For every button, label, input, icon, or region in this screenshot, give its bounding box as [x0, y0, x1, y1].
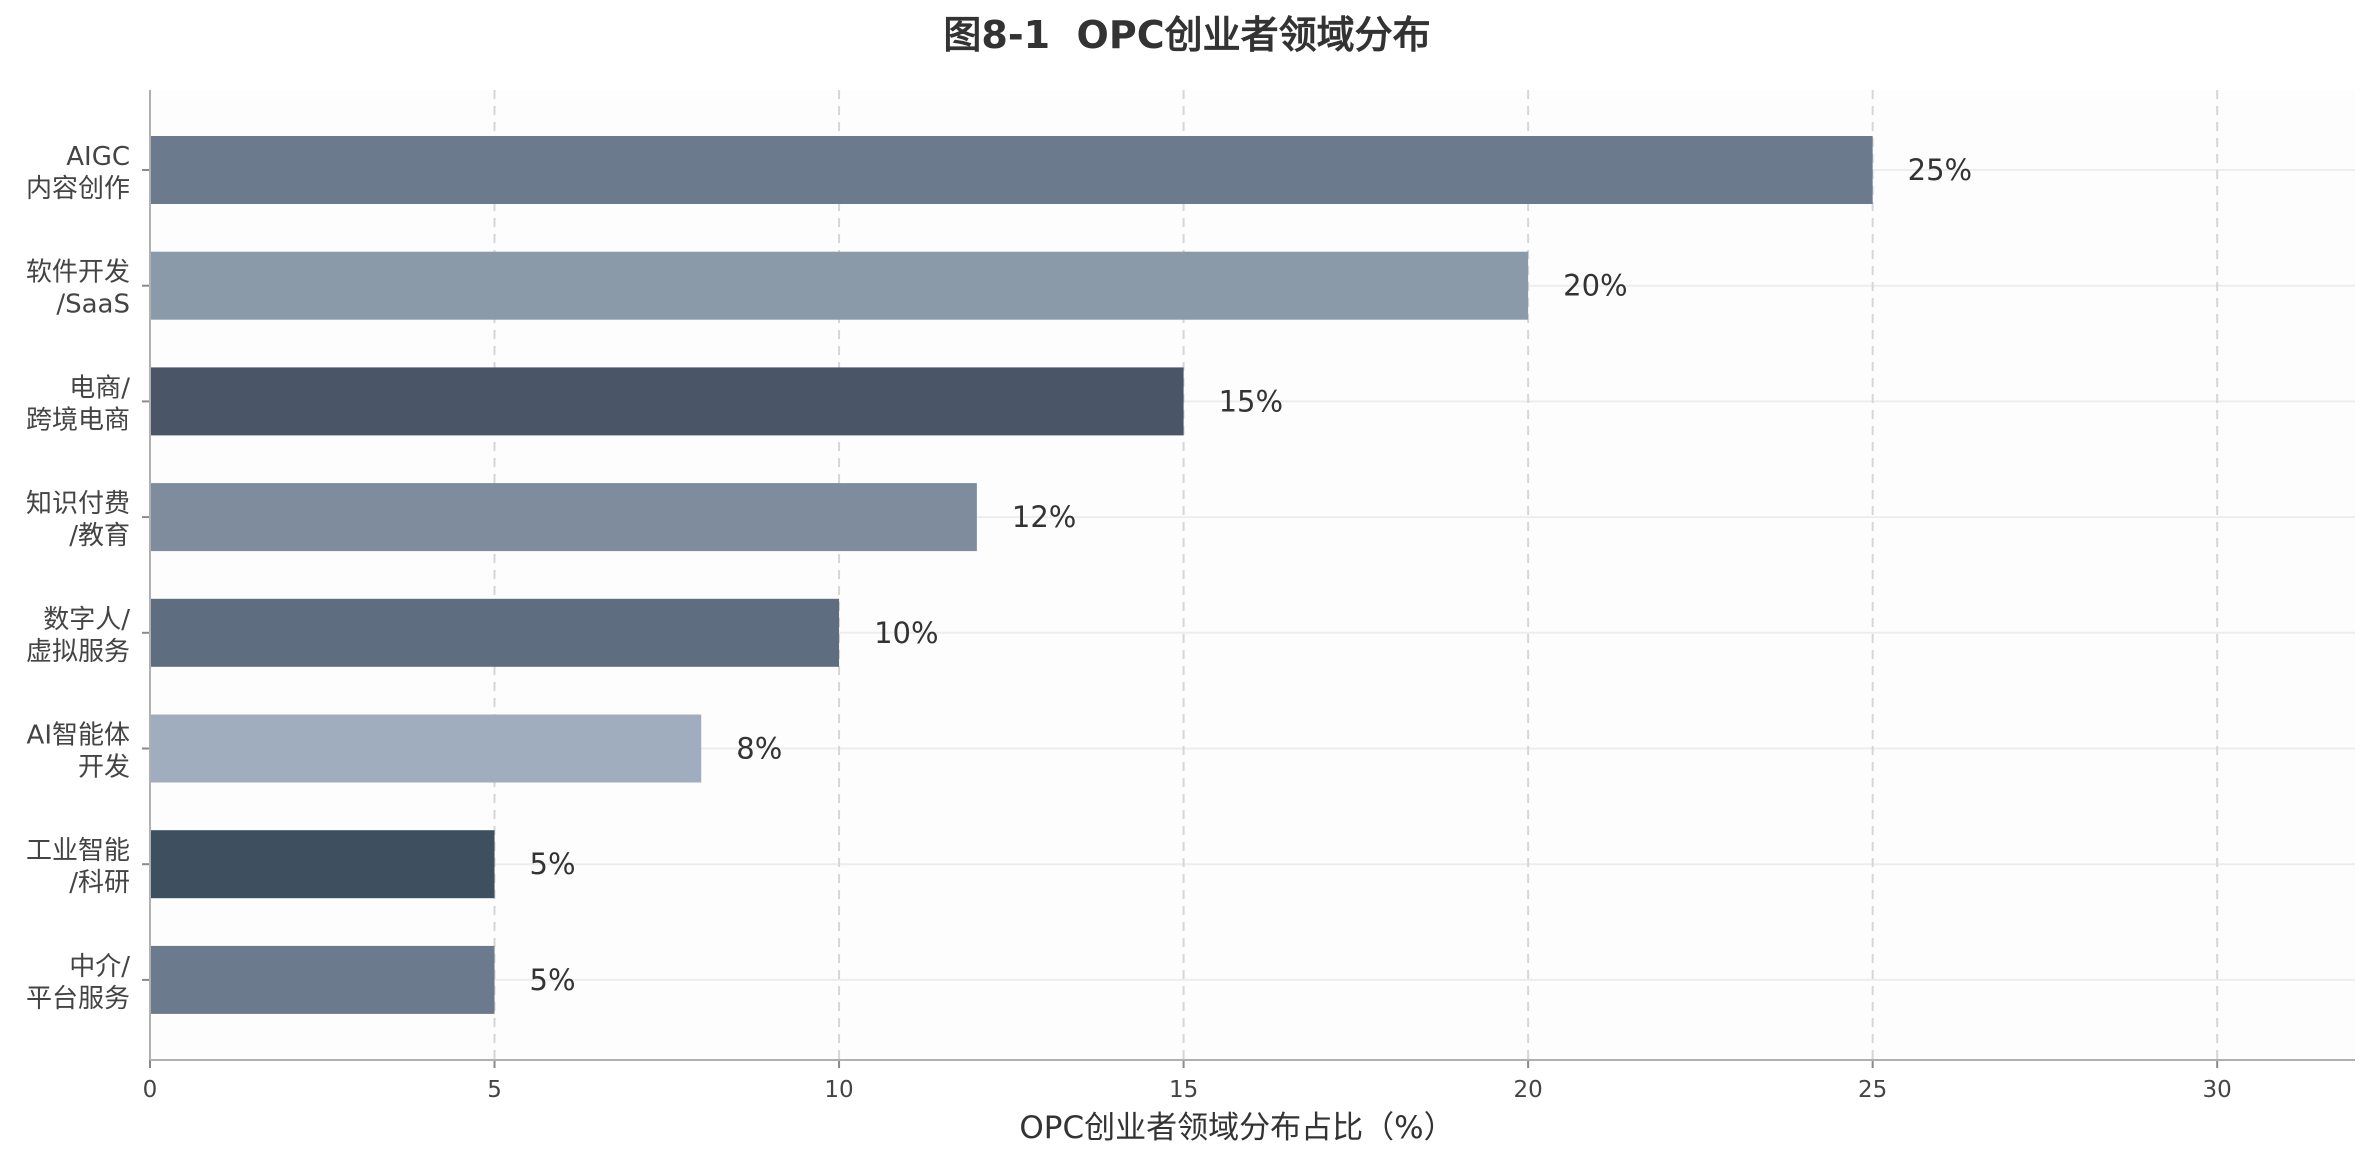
x-axis-title: OPC创业者领域分布占比（%） [1019, 1110, 1454, 1146]
chart-title: 图8-1 OPC创业者领域分布 [943, 13, 1430, 57]
value-labels: 25% 20% 15% 12% 10% 8% 5% 5% [530, 153, 1973, 997]
bar [150, 598, 840, 667]
category-label: 平台服务 [26, 984, 130, 1014]
category-label: /SaaS [56, 290, 130, 320]
x-axis-ticks: 0 5 10 15 20 25 30 [143, 1060, 2232, 1103]
category-label: 跨境电商 [26, 405, 130, 435]
category-label: 虚拟服务 [26, 637, 130, 667]
bar [150, 136, 1873, 204]
category-label: 开发 [78, 753, 130, 783]
x-tick-label: 25 [1858, 1077, 1887, 1103]
x-tick-label: 30 [2203, 1077, 2232, 1103]
value-label: 25% [1908, 153, 1972, 187]
value-label: 12% [1012, 500, 1076, 534]
bars [150, 136, 1873, 1014]
bar [150, 830, 495, 899]
bar [150, 714, 702, 783]
value-label: 20% [1563, 269, 1627, 303]
category-label: 软件开发 [26, 258, 130, 288]
category-label: /科研 [69, 868, 130, 898]
category-label: 中介/ [69, 952, 130, 982]
x-tick-label: 5 [487, 1077, 502, 1103]
bar [150, 945, 495, 1014]
x-tick-label: 10 [824, 1077, 853, 1103]
value-label: 15% [1219, 384, 1283, 418]
category-label: 数字人/ [43, 605, 130, 635]
bar [150, 367, 1184, 436]
bar [150, 483, 977, 552]
value-label: 8% [736, 732, 782, 766]
category-label: AI智能体 [27, 721, 130, 751]
x-tick-label: 15 [1169, 1077, 1198, 1103]
category-label: AIGC [66, 142, 130, 172]
category-label: /教育 [69, 521, 130, 551]
vertical-gridlines [493, 90, 2219, 1060]
value-label: 5% [530, 847, 576, 881]
plot-background [150, 90, 2355, 1060]
value-label: 10% [874, 616, 938, 650]
x-tick-label: 20 [1513, 1077, 1542, 1103]
category-label: 内容创作 [26, 174, 130, 204]
category-label: 工业智能 [26, 836, 130, 866]
category-label: 知识付费 [26, 489, 130, 519]
category-label: 电商/ [69, 373, 130, 403]
value-label: 5% [530, 963, 576, 997]
x-tick-label: 0 [143, 1077, 158, 1103]
bar [150, 251, 1529, 320]
